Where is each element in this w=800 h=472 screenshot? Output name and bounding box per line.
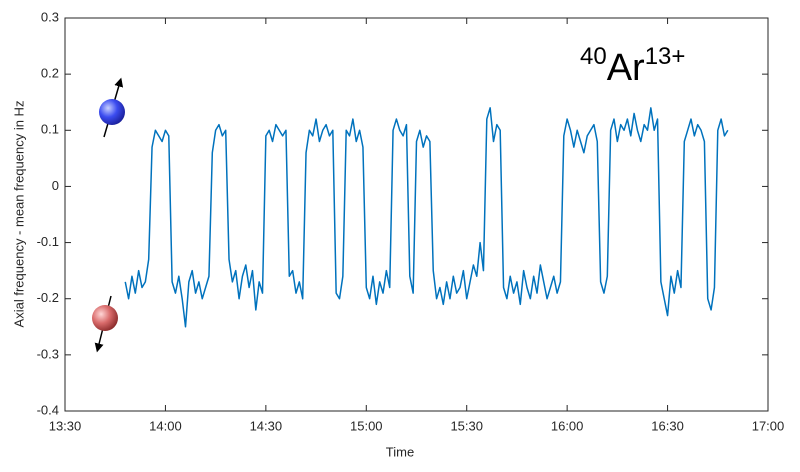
data-line xyxy=(124,107,729,328)
x-tick-label: 16:00 xyxy=(551,418,584,433)
y-axis-label: Axial frequency - mean frequency in Hz xyxy=(11,101,26,328)
ion-charge: 13+ xyxy=(645,43,686,70)
y-tick-label: 0.3 xyxy=(41,9,59,24)
x-tick-label: 16:30 xyxy=(651,418,684,433)
x-tick-label: 17:00 xyxy=(752,418,785,433)
x-tick-label: 15:00 xyxy=(350,418,383,433)
x-tick-label: 14:30 xyxy=(250,418,283,433)
ion-mass: 40 xyxy=(580,43,607,70)
y-tick-label: 0 xyxy=(52,178,59,193)
x-tick-label: 14:00 xyxy=(149,418,182,433)
spin-down-icon xyxy=(92,295,118,353)
y-tick-label: 0.2 xyxy=(41,66,59,81)
ion-label: 40Ar13+ xyxy=(580,43,685,89)
spin-up-icon xyxy=(99,77,125,138)
plot-frame xyxy=(64,17,769,412)
y-tick-label: -0.2 xyxy=(37,290,59,305)
y-tick-label: -0.3 xyxy=(37,346,59,361)
x-axis-label: Time xyxy=(386,444,414,459)
y-tick-label: 0.1 xyxy=(41,122,59,137)
y-tick-label: -0.1 xyxy=(37,234,59,249)
x-tick-label: 13:30 xyxy=(49,418,82,433)
ion-element: Ar xyxy=(607,47,645,89)
y-tick-label: -0.4 xyxy=(37,402,59,417)
x-tick-label: 15:30 xyxy=(450,418,483,433)
